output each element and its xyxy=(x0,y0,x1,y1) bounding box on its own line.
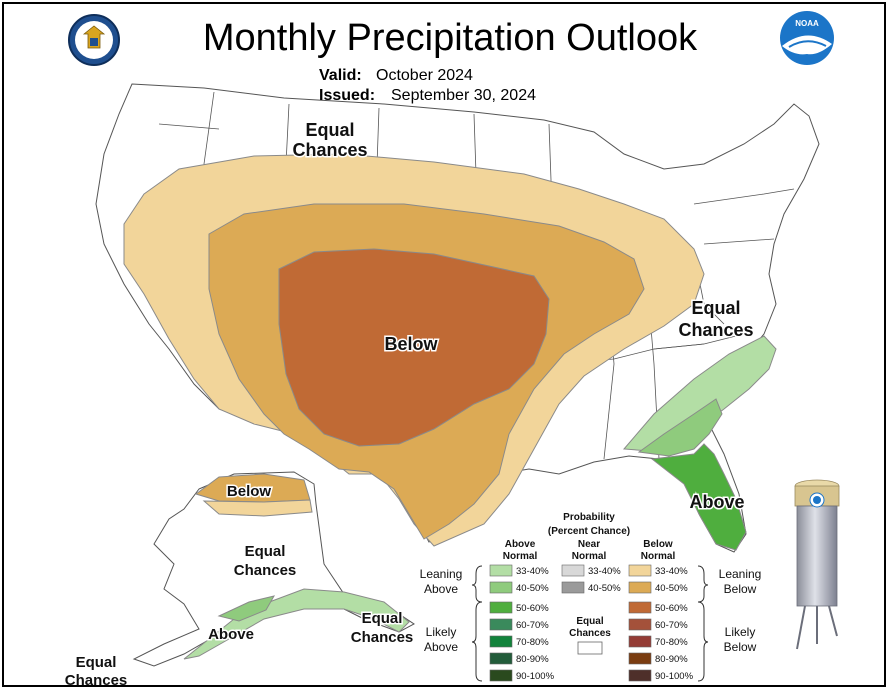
label-below-alaska: Below xyxy=(227,483,272,500)
legend-below-swatches: 33-40% 40-50% 50-60% 60-70% 70-80% 80-90… xyxy=(628,564,694,682)
legend-below-swatch-6 xyxy=(628,652,652,665)
valid-value: October 2024 xyxy=(376,67,473,84)
legend-above-swatches: 33-40% 40-50% 50-60% 60-70% 70-80% 80-90… xyxy=(489,564,555,682)
label-equal-chances-east-2: Chances xyxy=(678,320,753,340)
alaska-above-40-50-zone xyxy=(217,595,276,622)
legend-likely-above-2: Above xyxy=(424,640,458,654)
rain-gauge-icon xyxy=(794,479,840,650)
legend-col-below-1: Below xyxy=(643,539,673,550)
legend-above-swatch-7 xyxy=(489,669,513,682)
legend-below-label-5: 70-80% xyxy=(655,637,688,648)
legend-below-label-1: 33-40% xyxy=(655,566,688,577)
label-equal-chances-alaska-se-1: Equal xyxy=(362,610,403,627)
below-50-60-zone xyxy=(278,248,550,447)
legend-near-swatch-2 xyxy=(561,581,585,594)
legend-above-label-4: 60-70% xyxy=(516,620,549,631)
legend-brace-left-likely xyxy=(471,601,483,682)
legend-brace-left-leaning xyxy=(471,565,483,603)
legend-brace-right-leaning xyxy=(697,565,709,603)
legend-below-label-7: 90-100% xyxy=(655,671,694,682)
legend-above-label-3: 50-60% xyxy=(516,603,549,614)
legend-equal-1: Equal xyxy=(576,616,603,627)
label-below-center: Below xyxy=(384,334,438,354)
outlook-map: Monthly Precipitation Outlook Valid: Oct… xyxy=(63,11,840,687)
legend-below-swatch-2 xyxy=(628,581,652,594)
legend-equal-swatch xyxy=(577,641,603,655)
legend-above-swatch-2 xyxy=(489,581,513,594)
above-40-50-zone xyxy=(637,398,723,457)
legend-leaning-below-2: Below xyxy=(724,582,757,596)
legend-brace-right-likely xyxy=(697,601,709,682)
legend-near-label-2: 40-50% xyxy=(588,583,621,594)
legend-subtitle: (Percent Chance) xyxy=(548,526,630,537)
noaa-logo-icon: NOAA xyxy=(780,11,834,65)
legend-near-label-1: 33-40% xyxy=(588,566,621,577)
alaska-below-33-40-zone xyxy=(202,499,313,517)
legend-above-swatch-4 xyxy=(489,618,513,631)
label-equal-chances-north-2: Chances xyxy=(292,140,367,160)
legend-below-label-3: 50-60% xyxy=(655,603,688,614)
legend-leaning-above-2: Above xyxy=(424,582,458,596)
above-50-60-zone xyxy=(650,443,747,551)
valid-label: Valid: xyxy=(319,67,362,84)
legend-below-swatch-3 xyxy=(628,601,652,614)
issued-value: September 30, 2024 xyxy=(391,87,536,104)
legend-col-below-2: Normal xyxy=(641,551,676,562)
label-equal-chances-alaska-w-1: Equal xyxy=(76,654,117,671)
legend-above-swatch-6 xyxy=(489,652,513,665)
label-above-florida: Above xyxy=(689,492,744,512)
legend-below-swatch-7 xyxy=(628,669,652,682)
legend-near-swatches: 33-40% 40-50% xyxy=(561,564,621,594)
label-equal-chances-alaska-se-2: Chances xyxy=(351,629,414,646)
label-equal-chances-east-1: Equal xyxy=(691,298,740,318)
legend-above-swatch-5 xyxy=(489,635,513,648)
legend-above-swatch-3 xyxy=(489,601,513,614)
legend-likely-below-1: Likely xyxy=(725,625,756,639)
legend-col-above-1: Above xyxy=(505,539,536,550)
legend: Probability (Percent Chance) Above Norma… xyxy=(420,512,762,682)
page-title: Monthly Precipitation Outlook xyxy=(203,17,698,59)
legend-above-label-6: 80-90% xyxy=(516,654,549,665)
legend-leaning-below-1: Leaning xyxy=(719,567,762,581)
legend-below-label-4: 60-70% xyxy=(655,620,688,631)
legend-above-label-1: 33-40% xyxy=(516,566,549,577)
legend-col-above-2: Normal xyxy=(503,551,538,562)
legend-likely-above-1: Likely xyxy=(426,625,457,639)
label-equal-chances-alaska-2: Chances xyxy=(234,562,297,579)
commerce-seal-icon xyxy=(68,14,120,66)
legend-below-swatch-1 xyxy=(628,564,652,577)
label-equal-chances-alaska-1: Equal xyxy=(245,543,286,560)
legend-below-label-2: 40-50% xyxy=(655,583,688,594)
legend-col-near-1: Near xyxy=(578,539,600,550)
issued-label: Issued: xyxy=(319,87,375,104)
legend-col-near-2: Normal xyxy=(572,551,607,562)
legend-above-label-7: 90-100% xyxy=(516,671,555,682)
legend-above-label-2: 40-50% xyxy=(516,583,549,594)
legend-below-label-6: 80-90% xyxy=(655,654,688,665)
legend-above-label-5: 70-80% xyxy=(516,637,549,648)
legend-above-swatch-1 xyxy=(489,564,513,577)
legend-near-swatch-1 xyxy=(561,564,585,577)
label-equal-chances-alaska-w-2: Chances xyxy=(65,672,128,687)
legend-below-swatch-5 xyxy=(628,635,652,648)
svg-text:NOAA: NOAA xyxy=(795,19,819,28)
legend-below-swatch-4 xyxy=(628,618,652,631)
legend-leaning-above-1: Leaning xyxy=(420,567,463,581)
legend-equal-2: Chances xyxy=(569,628,611,639)
legend-title: Probability xyxy=(563,512,615,523)
legend-likely-below-2: Below xyxy=(724,640,757,654)
label-above-alaska: Above xyxy=(208,626,254,643)
label-equal-chances-north-1: Equal xyxy=(305,120,354,140)
